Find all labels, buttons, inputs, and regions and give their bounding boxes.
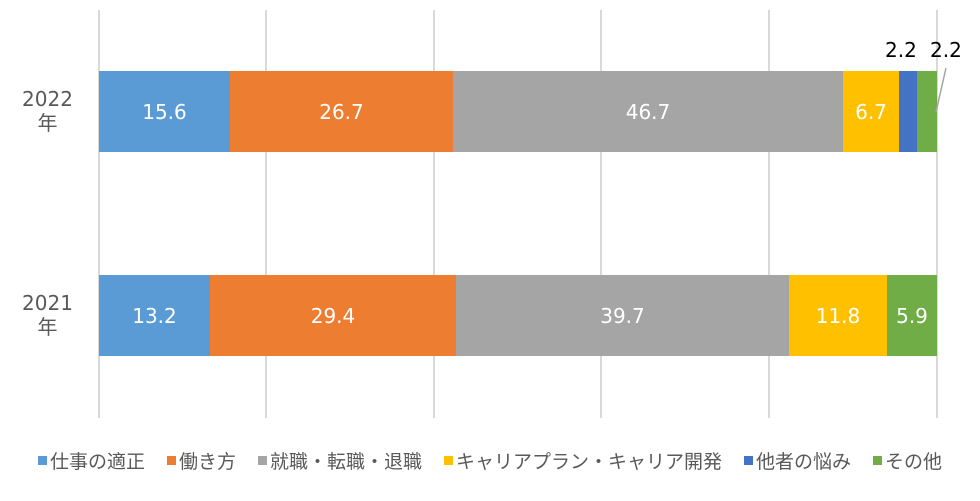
segment-career: 11.8 — [789, 275, 887, 356]
label-sonota-2022: 2.2 — [930, 38, 962, 62]
segment-shigoto: 15.6 — [99, 71, 230, 152]
legend-item: 働き方 — [166, 447, 236, 474]
leader-line — [935, 67, 947, 113]
legend-item: 就職・転職・退職 — [257, 447, 422, 474]
segment-shushoku: 39.7 — [456, 275, 789, 356]
segment-shushoku: 46.7 — [453, 71, 843, 152]
gridline-0 — [98, 10, 100, 418]
legend-swatch — [873, 456, 883, 465]
legend-swatch — [166, 456, 176, 465]
segment-career: 6.7 — [843, 71, 899, 152]
segment-hatarakikata: 29.4 — [210, 275, 456, 356]
label-tasha-2022: 2.2 — [885, 38, 917, 62]
legend-item: 仕事の適正 — [37, 447, 145, 474]
segment-sonota: 5.9 — [887, 275, 937, 356]
legend-swatch — [257, 456, 267, 465]
segment-tasha — [899, 71, 917, 152]
legend: 仕事の適正 働き方 就職・転職・退職 キャリアプラン・キャリア開発 他者の悩み … — [0, 447, 980, 474]
legend-item: キャリアプラン・キャリア開発 — [444, 447, 722, 474]
legend-swatch — [37, 456, 47, 465]
bar-2022: 15.6 26.7 46.7 6.7 — [99, 71, 937, 152]
category-label-2021: 2021 年 — [22, 291, 73, 339]
gridline-100 — [936, 10, 938, 418]
legend-item: 他者の悩み — [744, 447, 851, 474]
segment-sonota — [917, 71, 937, 152]
bar-2021: 13.2 29.4 39.7 11.8 5.9 — [99, 275, 937, 356]
gridline-40 — [433, 10, 435, 418]
gridline-20 — [265, 10, 267, 418]
segment-shigoto: 13.2 — [99, 275, 210, 356]
legend-swatch — [744, 456, 754, 465]
segment-hatarakikata: 26.7 — [230, 71, 453, 152]
category-label-2022: 2022 年 — [22, 87, 73, 135]
gridline-60 — [600, 10, 602, 418]
legend-item: その他 — [873, 447, 942, 474]
legend-swatch — [444, 456, 453, 465]
gridline-80 — [768, 10, 770, 418]
